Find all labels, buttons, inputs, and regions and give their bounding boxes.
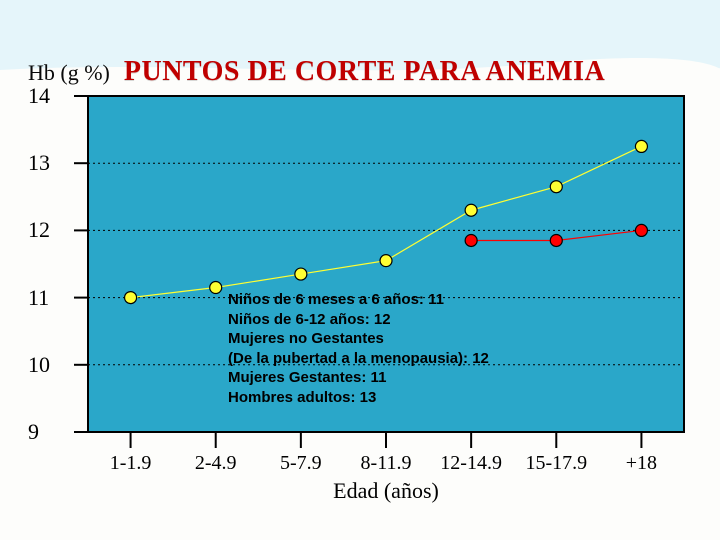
x-tick-label: 8-11.9 xyxy=(361,452,412,475)
slide-title: PUNTOS DE CORTE PARA ANEMIA xyxy=(124,56,605,88)
x-tick-label: 12-14.9 xyxy=(440,452,502,475)
slide: Hb (g %) PUNTOS DE CORTE PARA ANEMIA 14 1… xyxy=(0,0,720,540)
x-tick-label: 1-1.9 xyxy=(110,452,152,475)
info-box: Niños de 6 meses a 6 años: 11 Niños de 6… xyxy=(228,290,489,407)
y-tick-label: 11 xyxy=(28,285,49,311)
y-tick-label: 14 xyxy=(28,83,50,109)
x-tick-label: 5-7.9 xyxy=(280,452,322,475)
y-tick-label: 12 xyxy=(28,217,50,243)
x-axis-label: Edad (años) xyxy=(333,478,439,504)
x-tick-label: 15-17.9 xyxy=(525,452,587,475)
x-tick-label: +18 xyxy=(626,452,657,475)
y-tick-label: 10 xyxy=(28,352,50,378)
chart: 14131211109 1-1.92-4.95-7.98-11.912-14.9… xyxy=(28,92,696,512)
title-row: Hb (g %) PUNTOS DE CORTE PARA ANEMIA xyxy=(28,56,605,88)
y-tick-label: 9 xyxy=(28,419,39,445)
x-tick-label: 2-4.9 xyxy=(195,452,237,475)
y-tick-label: 13 xyxy=(28,150,50,176)
